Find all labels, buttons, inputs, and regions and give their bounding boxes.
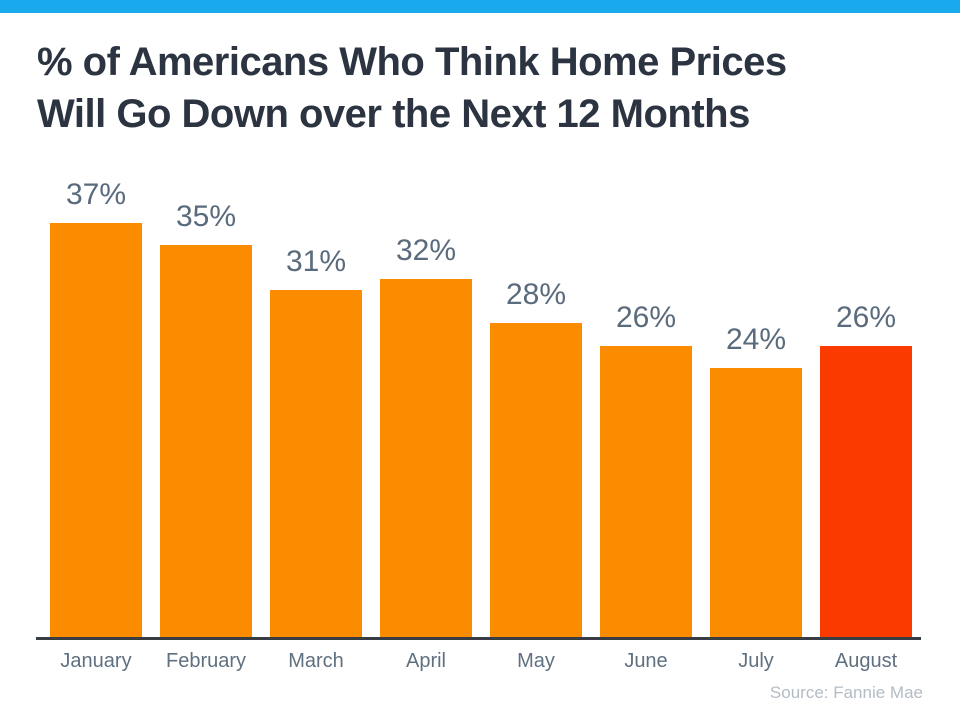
x-axis-label-january: January [60, 650, 132, 672]
x-axis-label-april: April [405, 650, 446, 672]
chart-title-line-1: % of Americans Who Think Home Prices [37, 40, 787, 84]
x-axis-label-june: June [624, 650, 668, 672]
top-accent-bar [0, 0, 960, 13]
bar-value-label-january: 37% [65, 178, 127, 211]
bar-april [380, 279, 472, 637]
bar-march [270, 290, 362, 637]
bar-chart-plot: 37% 35% 31% 32% 28% 26% 24% 26% [0, 166, 960, 637]
bar-june [600, 346, 692, 637]
chart-title: % of Americans Who Think Home Prices Will… [37, 36, 937, 140]
x-axis-label-march: March [288, 650, 344, 672]
bar-value-label-february: 35% [175, 200, 237, 233]
bar-july [710, 368, 802, 637]
bar-may [490, 323, 582, 637]
chart-title-line-2: Will Go Down over the Next 12 Months [37, 92, 750, 136]
x-axis-label-february: February [165, 650, 247, 672]
x-axis-label-may: May [517, 650, 555, 672]
x-axis-line [36, 637, 921, 640]
bar-value-label-april: 32% [395, 234, 457, 267]
bar-august [820, 346, 912, 637]
x-axis-labels: January February March April May June July Augu… [0, 649, 960, 675]
bar-value-label-may: 28% [505, 278, 567, 311]
x-axis-label-july: July [738, 650, 774, 672]
source-attribution: Source: Fannie Mae [769, 683, 923, 702]
bar-value-label-august: 26% [835, 301, 897, 334]
bar-value-label-june: 26% [615, 301, 677, 334]
bar-value-label-march: 31% [285, 245, 347, 278]
x-axis-label-august: August [834, 650, 898, 672]
bar-value-label-july: 24% [725, 323, 787, 356]
bar-january [50, 223, 142, 637]
bar-february [160, 245, 252, 637]
